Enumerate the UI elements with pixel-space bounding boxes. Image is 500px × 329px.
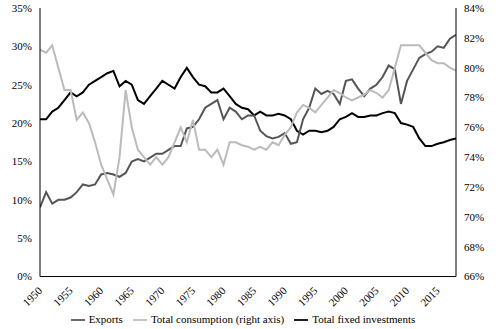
svg-text:30%: 30%	[12, 40, 32, 52]
svg-text:1955: 1955	[51, 284, 75, 308]
html-text:Exports: Exports	[88, 312, 123, 325]
html-text:Total fixed investments: Total fixed investments	[312, 312, 416, 325]
svg-text:70%: 70%	[464, 211, 484, 223]
svg-text:5%: 5%	[17, 232, 32, 244]
svg-text:1960: 1960	[81, 284, 105, 308]
html-text:Total consumption (right axis): Total consumption (right axis)	[150, 312, 285, 325]
svg-text:1965: 1965	[112, 284, 136, 308]
svg-text:20%: 20%	[12, 117, 32, 129]
svg-text:2010: 2010	[387, 284, 411, 308]
svg-text:78%: 78%	[464, 91, 484, 103]
svg-text:1975: 1975	[173, 284, 197, 308]
svg-text:25%: 25%	[12, 79, 32, 91]
svg-text:74%: 74%	[464, 151, 484, 163]
svg-text:1980: 1980	[204, 284, 228, 308]
svg-text:80%: 80%	[464, 62, 484, 74]
svg-text:10%: 10%	[12, 194, 32, 206]
svg-text:2015: 2015	[418, 284, 442, 308]
svg-text:2005: 2005	[357, 284, 381, 308]
svg-text:84%: 84%	[464, 2, 484, 14]
svg-text:1990: 1990	[265, 284, 289, 308]
svg-text:15%: 15%	[12, 155, 32, 167]
svg-text:66%: 66%	[464, 270, 484, 282]
svg-text:1950: 1950	[20, 284, 44, 308]
svg-text:76%: 76%	[464, 121, 484, 133]
svg-text:1985: 1985	[234, 284, 258, 308]
svg-text:2000: 2000	[326, 284, 350, 308]
svg-text:1970: 1970	[143, 284, 167, 308]
svg-text:68%: 68%	[464, 241, 484, 253]
svg-text:0%: 0%	[17, 270, 32, 282]
svg-text:35%: 35%	[12, 2, 32, 14]
svg-text:1995: 1995	[295, 284, 319, 308]
svg-text:72%: 72%	[464, 181, 484, 193]
svg-text:82%: 82%	[464, 32, 484, 44]
